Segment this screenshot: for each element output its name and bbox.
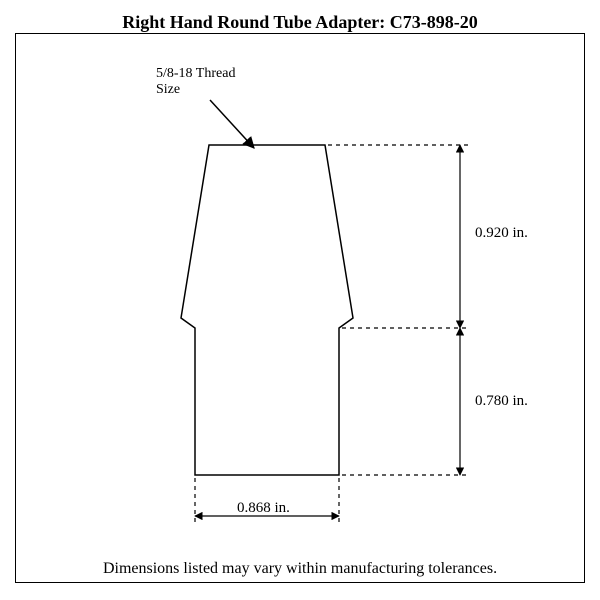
tolerance-footnote: Dimensions listed may vary within manufa…	[15, 560, 585, 578]
callout-arrow	[210, 100, 254, 148]
page-container: Right Hand Round Tube Adapter: C73-898-2…	[0, 0, 600, 600]
dim-base-width: 0.868 in.	[237, 500, 290, 517]
technical-drawing	[0, 0, 600, 600]
callout-line-2: Size	[156, 82, 235, 98]
dim-upper-height: 0.920 in.	[475, 225, 528, 242]
thread-size-callout: 5/8-18 Thread Size	[156, 66, 235, 98]
part-outline	[181, 145, 353, 475]
dim-lower-height: 0.780 in.	[475, 393, 528, 410]
callout-line-1: 5/8-18 Thread	[156, 66, 235, 82]
